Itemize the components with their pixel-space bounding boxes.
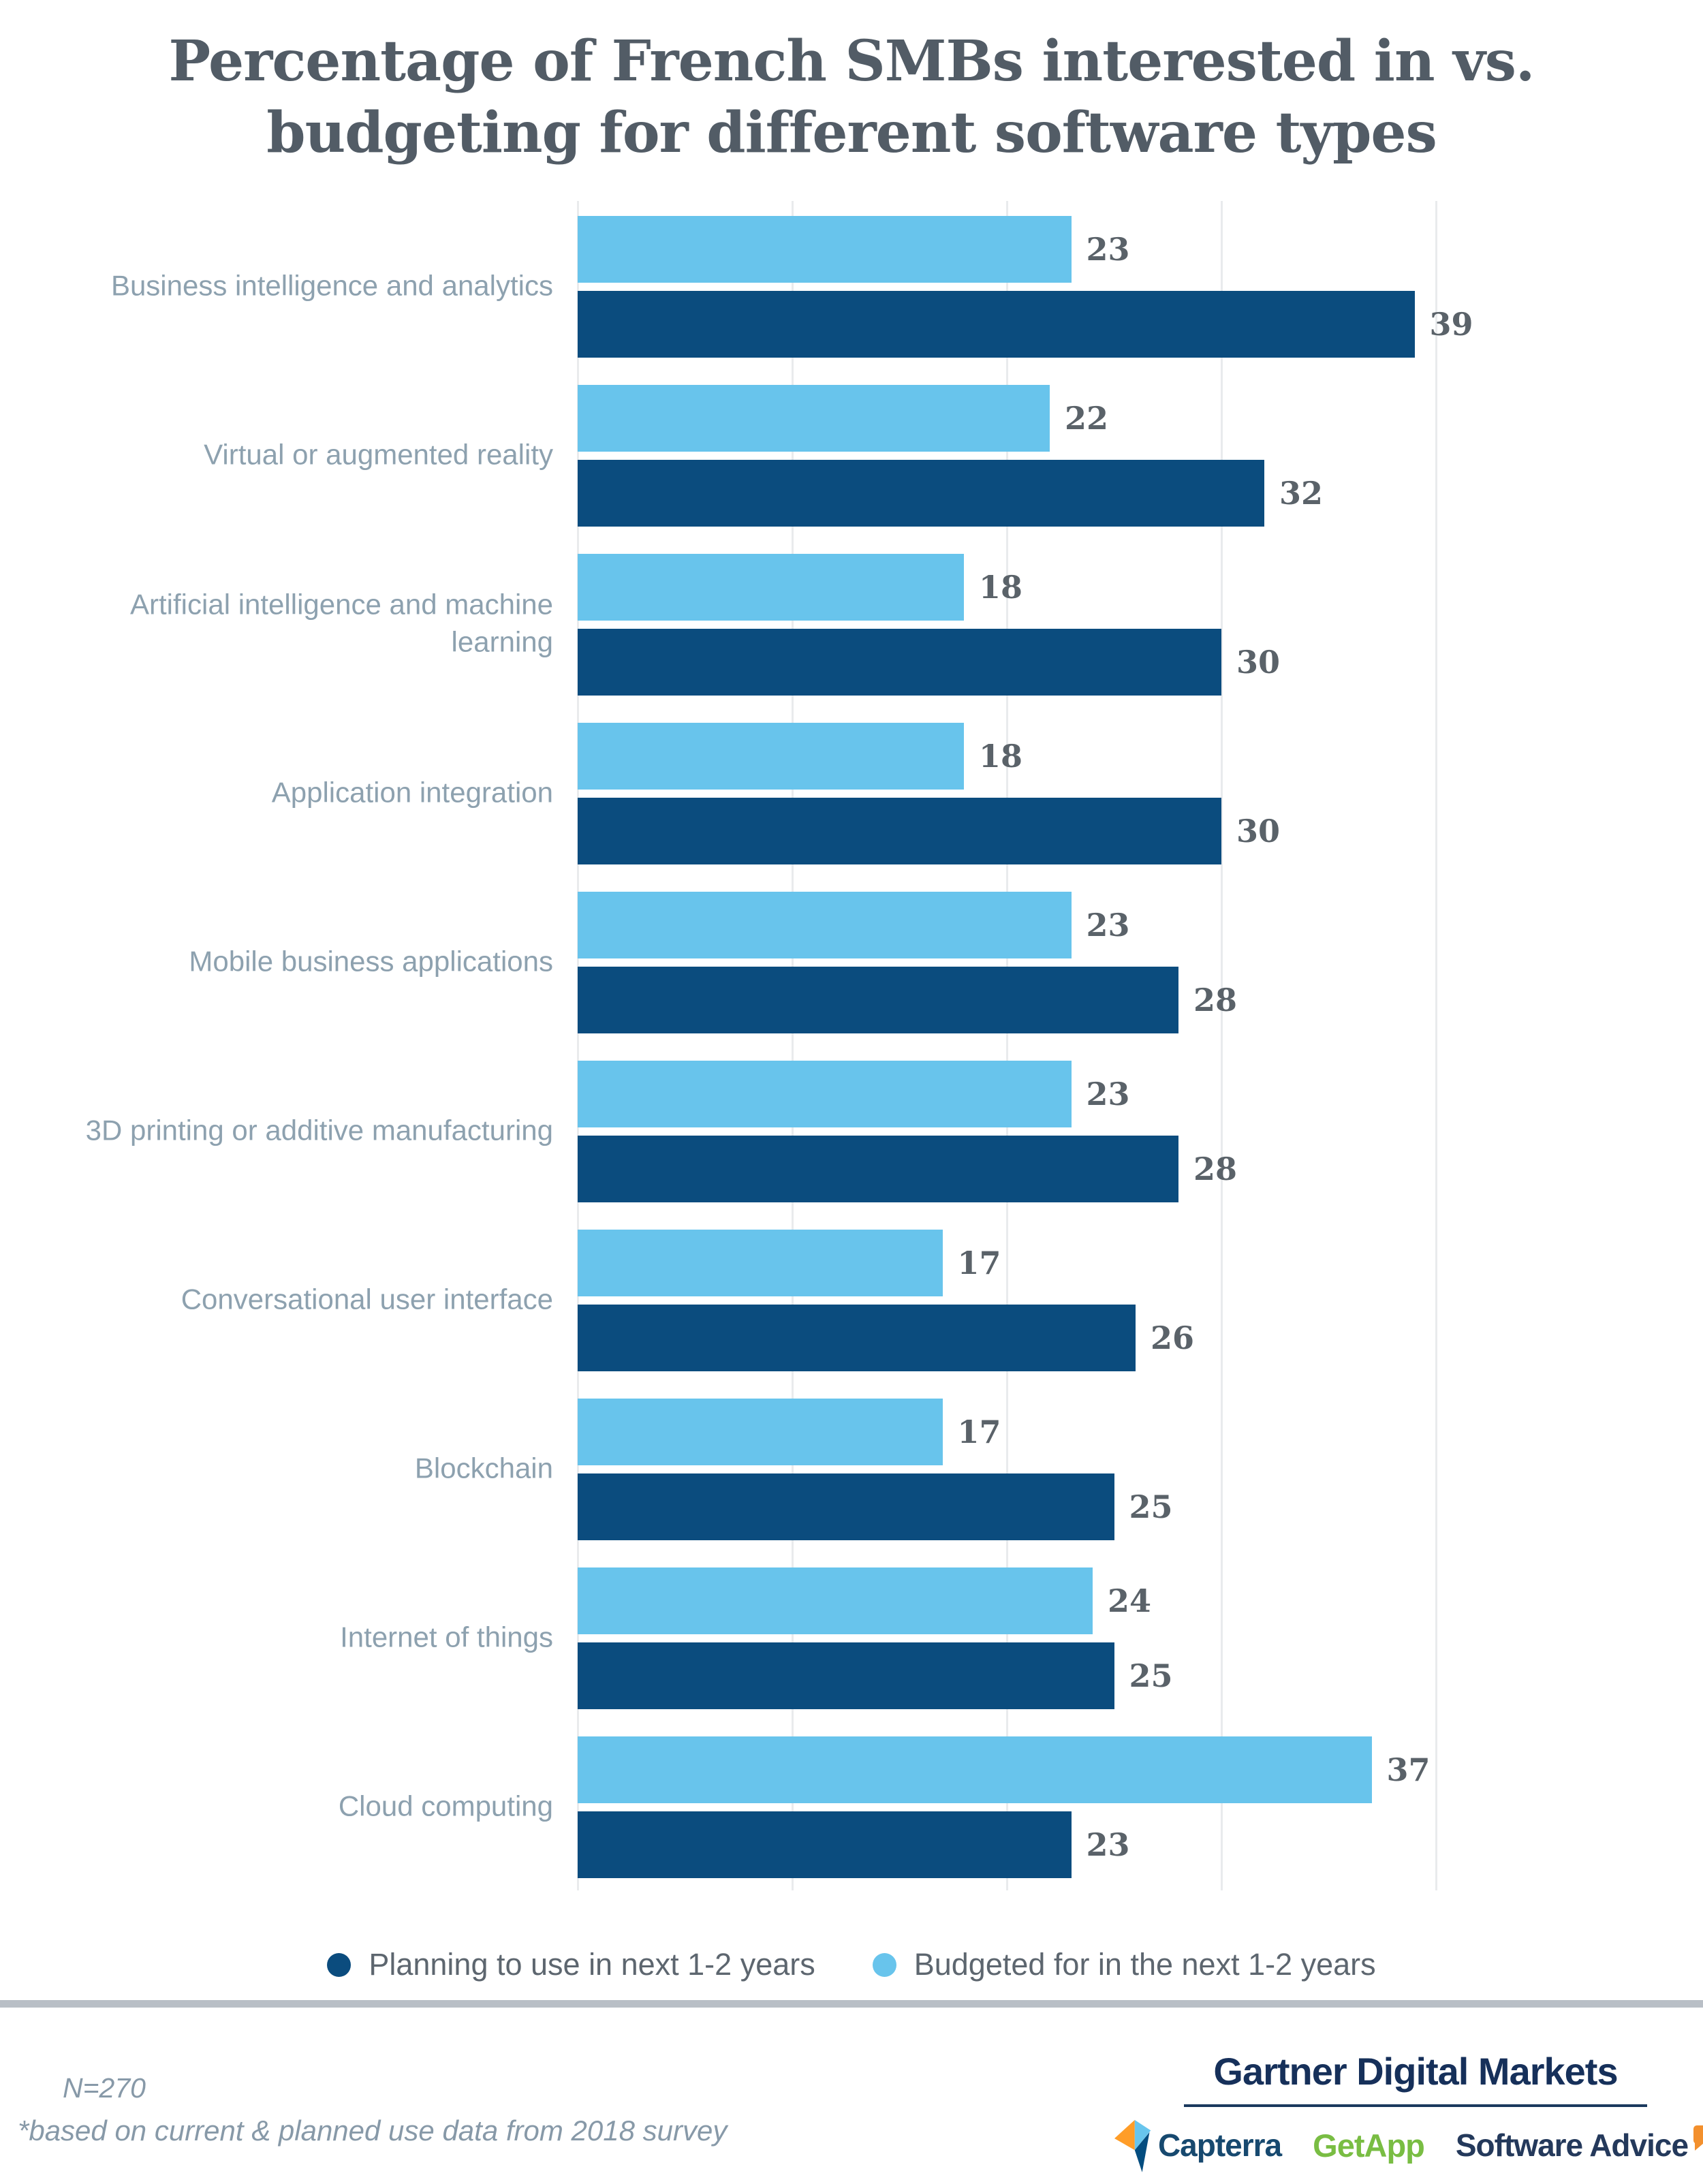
bar-planning	[578, 291, 1415, 358]
legend-item: Budgeted for in the next 1-2 years	[872, 1947, 1376, 1982]
bar-value-label: 23	[1086, 1076, 1130, 1112]
gridline-10	[791, 201, 794, 1890]
category-label: Conversational user interface	[181, 1283, 553, 1315]
branding-block: Gartner Digital Markets Capterra GetApp …	[1114, 2049, 1703, 2172]
bar-budgeted	[578, 216, 1072, 283]
bar-value-label: 17	[957, 1414, 1001, 1450]
bar-value-label: 25	[1129, 1657, 1173, 1694]
bar-value-label: 26	[1151, 1320, 1195, 1356]
gridline-20	[1005, 201, 1008, 1890]
chart-legend: Planning to use in next 1-2 years Budgete…	[0, 1947, 1703, 1982]
legend-item: Planning to use in next 1-2 years	[327, 1947, 815, 1982]
capterra-logo: Capterra	[1114, 2118, 1282, 2172]
software-advice-logo: Software Advice	[1455, 2125, 1703, 2164]
bar-planning	[578, 1305, 1136, 1371]
bar-planning	[578, 798, 1221, 864]
category-label: Application integration	[271, 776, 553, 809]
bar-planning	[578, 460, 1264, 527]
category-label: Internet of things	[340, 1621, 553, 1653]
bar-group: Artificial intelligence and machine lear…	[0, 539, 1703, 708]
bar-budgeted	[578, 554, 964, 621]
branding-rule-line	[1184, 2104, 1647, 2107]
sample-size-note: N=270	[63, 2072, 146, 2104]
legend-dot-icon	[327, 1952, 351, 1977]
bar-value-label: 18	[979, 569, 1023, 606]
capterra-icon	[1114, 2119, 1151, 2172]
category-label: Cloud computing	[338, 1790, 553, 1822]
bar-value-label: 24	[1108, 1582, 1152, 1619]
chart-title-line-2: budgeting for different software types	[266, 99, 1437, 166]
bar-chart-plot-area: Business intelligence and analytics 23 39 V…	[0, 201, 1703, 1890]
bar-value-label: 23	[1086, 907, 1130, 943]
bar-planning	[578, 1473, 1114, 1540]
bar-value-label: 30	[1236, 813, 1281, 849]
bar-budgeted	[578, 1736, 1372, 1803]
gridline-0	[576, 201, 579, 1890]
footer-divider-bar	[0, 2000, 1703, 2008]
bar-planning	[578, 1811, 1072, 1878]
speech-bubble-icon	[1693, 2125, 1703, 2151]
category-label: 3D printing or additive manufacturing	[85, 1114, 553, 1146]
bar-group: Blockchain 17 25	[0, 1384, 1703, 1553]
bar-group: Mobile business applications 23 28	[0, 877, 1703, 1046]
category-label: Virtual or augmented reality	[204, 438, 553, 471]
bar-value-label: 23	[1086, 1826, 1130, 1863]
bar-group: Cloud computing 37 23	[0, 1721, 1703, 1890]
capterra-label: Capterra	[1157, 2127, 1282, 2163]
bar-budgeted	[578, 1567, 1093, 1634]
source-footnote: *based on current & planned use data fro…	[18, 2115, 728, 2147]
legend-label: Budgeted for in the next 1-2 years	[913, 1947, 1376, 1982]
bar-value-label: 28	[1193, 982, 1238, 1018]
gartner-digital-markets-wordmark: Gartner Digital Markets	[1213, 2050, 1618, 2093]
category-label: Artificial intelligence and machine lear…	[130, 588, 553, 658]
bar-value-label: 30	[1236, 644, 1281, 681]
getapp-label: GetApp	[1313, 2127, 1425, 2164]
legend-label: Planning to use in next 1-2 years	[369, 1947, 815, 1982]
bar-value-label: 28	[1193, 1151, 1238, 1187]
category-label: Mobile business applications	[189, 945, 553, 978]
bar-budgeted	[578, 1061, 1072, 1127]
category-label: Business intelligence and analytics	[110, 269, 553, 302]
software-advice-label: Software Advice	[1455, 2127, 1689, 2163]
bar-group: Virtual or augmented reality 22 32	[0, 370, 1703, 539]
bar-planning	[578, 967, 1178, 1033]
bar-value-label: 37	[1386, 1751, 1431, 1788]
bar-budgeted	[578, 1399, 943, 1465]
bar-budgeted	[578, 385, 1050, 452]
category-label: Blockchain	[414, 1452, 553, 1484]
bar-planning	[578, 1136, 1178, 1202]
chart-title: Percentage of French SMBs interested in …	[0, 26, 1703, 169]
bar-value-label: 17	[957, 1245, 1001, 1281]
bar-value-label: 32	[1279, 475, 1324, 512]
bar-value-label: 39	[1429, 306, 1473, 343]
bar-budgeted	[578, 723, 964, 790]
bar-planning	[578, 1642, 1114, 1709]
bar-value-label: 25	[1129, 1488, 1173, 1525]
chart-title-line-1: Percentage of French SMBs interested in …	[168, 29, 1535, 94]
bar-budgeted	[578, 1230, 943, 1296]
legend-dot-icon	[872, 1952, 896, 1977]
branding-logos-row: Capterra GetApp Software Advice	[1114, 2118, 1703, 2172]
bar-group: Internet of things 24 25	[0, 1553, 1703, 1721]
bar-planning	[578, 629, 1221, 696]
gridline-30	[1220, 201, 1223, 1890]
bar-value-label: 23	[1086, 231, 1130, 268]
gridline-40	[1435, 201, 1437, 1890]
bar-value-label: 18	[979, 738, 1023, 775]
getapp-logo: GetApp	[1313, 2127, 1425, 2164]
bar-budgeted	[578, 892, 1072, 958]
bar-value-label: 22	[1065, 400, 1109, 437]
bar-group: Application integration 18 30	[0, 708, 1703, 877]
bar-group: 3D printing or additive manufacturing 23 2…	[0, 1046, 1703, 1215]
bar-group: Business intelligence and analytics 23 39	[0, 201, 1703, 370]
bar-group: Conversational user interface 17 26	[0, 1215, 1703, 1384]
